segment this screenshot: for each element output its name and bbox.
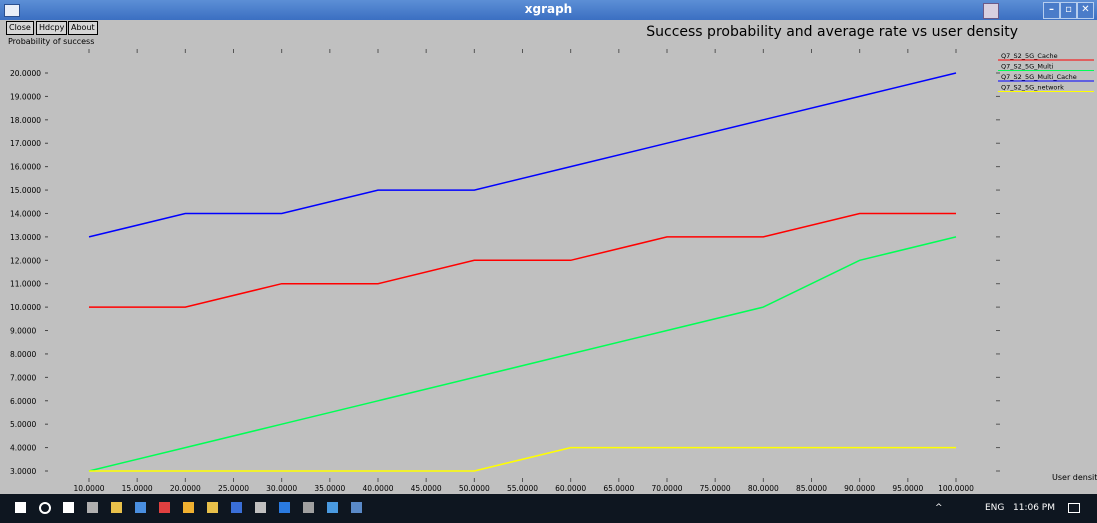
clock[interactable]: 11:06 PM: [1013, 503, 1055, 513]
blue-app-icon[interactable]: [279, 502, 290, 513]
legend-label: Q7_S2_5G_Cache: [1001, 52, 1058, 60]
chrome-icon[interactable]: [183, 502, 194, 513]
y-tick-label: 10.0000: [10, 303, 41, 312]
series-line-q7-s2-5g-network: [89, 446, 956, 472]
x-tick-label: 45.0000: [411, 484, 442, 493]
x-tick-label: 15.0000: [122, 484, 153, 493]
y-tick-label: 20.0000: [10, 69, 41, 78]
y-tick-label: 15.0000: [10, 186, 41, 195]
y-tick-label: 6.0000: [10, 397, 36, 406]
y-tick-label: 8.0000: [10, 350, 36, 359]
yellow-folder-icon[interactable]: [207, 502, 218, 513]
series-line-q7-s2-5g-cache: [89, 212, 956, 308]
chart-title: Success probability and average rate vs …: [646, 24, 1018, 40]
x-tick-label: 25.0000: [218, 484, 249, 493]
x-tick-label: 65.0000: [603, 484, 634, 493]
x-tick-label: 100.0000: [938, 484, 974, 493]
y-tick-label: 18.0000: [10, 116, 41, 125]
y-tick-label: 17.0000: [10, 139, 41, 148]
y-tick-label: 16.0000: [10, 163, 41, 172]
x-tick-label: 85.0000: [796, 484, 827, 493]
y-axis-title: Probability of success: [8, 37, 95, 46]
y-tick-label: 7.0000: [10, 373, 36, 382]
window-menu-icon[interactable]: [4, 4, 20, 17]
word-icon[interactable]: [231, 502, 242, 513]
y-tick-label: 4.0000: [10, 444, 36, 453]
y-tick-label: 3.0000: [10, 467, 36, 476]
window-titlebar: xgraph – ▫ ✕: [0, 0, 1097, 20]
close-button[interactable]: Close: [6, 21, 34, 35]
y-tick-label: 12.0000: [10, 256, 41, 265]
red-app-icon[interactable]: [159, 502, 170, 513]
y-tick-label: 9.0000: [10, 327, 36, 336]
tool-icon[interactable]: [303, 502, 314, 513]
media-icon[interactable]: [255, 502, 266, 513]
x-tick-label: 75.0000: [700, 484, 731, 493]
y-tick-label: 11.0000: [10, 280, 41, 289]
y-tick-label: 14.0000: [10, 209, 41, 218]
about-button[interactable]: About: [68, 21, 98, 35]
notes-icon[interactable]: [135, 502, 146, 513]
series-line-q7-s2-5g-multi-cache: [88, 72, 957, 238]
x-tick-label: 40.0000: [362, 484, 393, 493]
x-tick-label: 30.0000: [266, 484, 297, 493]
notification-icon[interactable]: [1068, 503, 1080, 513]
windows-start-icon[interactable]: [15, 502, 26, 513]
legend-label: Q7_S2_5G_network: [1001, 84, 1064, 92]
tray-chevron-icon[interactable]: ^: [935, 503, 943, 513]
x-tick-label: 50.0000: [459, 484, 490, 493]
calculator-icon[interactable]: [87, 502, 98, 513]
x-tick-label: 90.0000: [844, 484, 875, 493]
x-tick-label: 35.0000: [314, 484, 345, 493]
file-explorer-icon[interactable]: [111, 502, 122, 513]
language-indicator[interactable]: ENG: [985, 503, 1005, 513]
window-title: xgraph: [524, 2, 573, 16]
camera-icon[interactable]: [327, 502, 338, 513]
maximize-button[interactable]: ▫: [1060, 2, 1077, 19]
x-tick-label: 95.0000: [892, 484, 923, 493]
task-view-icon[interactable]: [63, 502, 74, 513]
y-tick-label: 13.0000: [10, 233, 41, 242]
x-tick-label: 60.0000: [555, 484, 586, 493]
x-tick-label: 70.0000: [651, 484, 682, 493]
x-tick-label: 10.0000: [73, 484, 104, 493]
line-chart: 10.0000 15.0000 20.0000 25.0000 30.0000 35.00…: [10, 49, 1097, 493]
y-tick-label: 5.0000: [10, 420, 36, 429]
taskbar: ^ ENG 11:06 PM: [0, 494, 1097, 523]
x-axis-title: User density: [1052, 473, 1097, 482]
y-tick-label: 19.0000: [10, 92, 41, 101]
close-window-button[interactable]: ✕: [1077, 2, 1094, 19]
terminal-icon[interactable]: [351, 502, 362, 513]
legend-label: Q7_S2_5G_Multi_Cache: [1001, 73, 1077, 81]
minimize-button[interactable]: –: [1043, 2, 1060, 19]
x-tick-label: 80.0000: [748, 484, 779, 493]
hdcpy-button[interactable]: Hdcpy: [36, 21, 68, 35]
x-tick-label: 55.0000: [507, 484, 538, 493]
series-line-q7-s2-5g-multi: [88, 236, 957, 472]
x-tick-label: 20.0000: [170, 484, 201, 493]
legend-label: Q7_S2_5G_Multi: [1001, 63, 1054, 71]
cortana-circle-icon[interactable]: [39, 502, 51, 514]
printer-icon[interactable]: [983, 3, 999, 19]
